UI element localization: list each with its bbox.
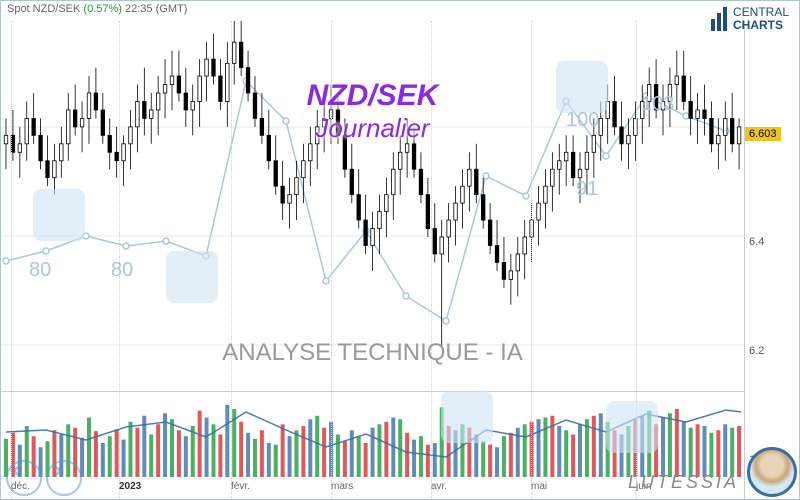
chart-container: Spot NZD/SEK (0.57%) 22:35 (GMT) CENTRAL… — [0, 0, 800, 500]
title-overlay: NZD/SEK Journalier — [1, 79, 744, 144]
avatar-icon[interactable] — [747, 447, 797, 497]
price-axis: 6.26.46.603100000 — [744, 21, 799, 499]
price-chart[interactable] — [1, 21, 744, 381]
instrument-name: Spot NZD/SEK — [7, 3, 80, 15]
watermark-icon — [606, 401, 658, 453]
logo-bars-icon — [711, 7, 727, 31]
logo-text: CENTRAL CHARTS — [733, 6, 789, 32]
timestamp: 22:35 — [125, 3, 153, 15]
watermark-icon — [441, 391, 493, 443]
chart-header: Spot NZD/SEK (0.57%) 22:35 (GMT) — [7, 3, 187, 15]
change-percent: (0.57%) — [83, 3, 122, 15]
brand-logo[interactable]: CENTRAL CHARTS — [711, 6, 789, 32]
footer-brand: LUTESSIA — [628, 472, 739, 493]
timeframe-title: Journalier — [1, 113, 744, 144]
nav-prev-button[interactable] — [6, 460, 42, 496]
watermark-icon — [166, 251, 218, 303]
watermark-icon — [33, 189, 85, 241]
analysis-label: ANALYSE TECHNIQUE - IA — [1, 339, 744, 367]
watermark-number: 80 — [29, 259, 51, 282]
watermark-number: 91 — [576, 178, 598, 201]
timezone: (GMT) — [156, 3, 188, 15]
watermark-number: 80 — [111, 259, 133, 282]
nav-next-button[interactable] — [46, 460, 82, 496]
pair-title: NZD/SEK — [1, 79, 744, 113]
